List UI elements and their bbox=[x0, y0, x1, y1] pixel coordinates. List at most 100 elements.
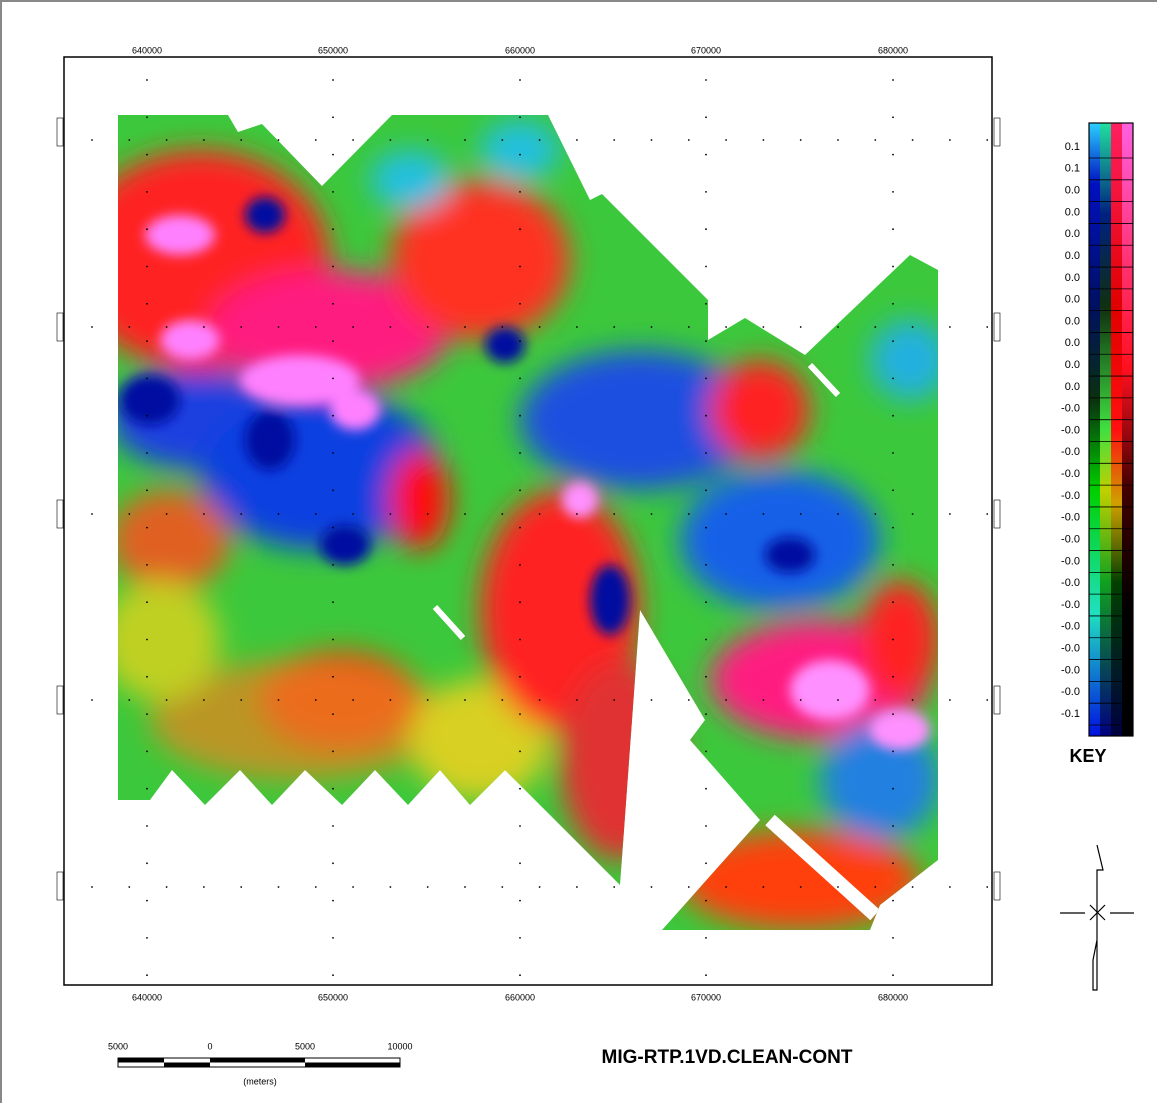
grid-dot bbox=[725, 139, 727, 141]
grid-dot bbox=[800, 139, 802, 141]
grid-dot bbox=[986, 326, 988, 328]
grid-dot bbox=[539, 513, 541, 515]
color-key: 0.10.10.00.00.00.00.00.00.00.00.00.0-0.0… bbox=[1061, 123, 1133, 736]
grid-dot bbox=[332, 452, 334, 454]
grid-dot bbox=[146, 937, 148, 939]
grid-dot bbox=[892, 378, 894, 380]
grid-dot bbox=[519, 639, 521, 641]
grid-dot bbox=[705, 116, 707, 118]
grid-dot bbox=[892, 713, 894, 715]
grid-dot bbox=[800, 886, 802, 888]
grid-dot bbox=[146, 303, 148, 305]
grid-dot bbox=[332, 825, 334, 827]
grid-dot bbox=[203, 513, 205, 515]
grid-dot bbox=[837, 886, 839, 888]
grid-dot bbox=[332, 303, 334, 305]
grid-dot bbox=[390, 886, 392, 888]
grid-dot bbox=[576, 886, 578, 888]
grid-dot bbox=[427, 513, 429, 515]
grid-dot bbox=[613, 513, 615, 515]
grid-dot bbox=[332, 713, 334, 715]
grid-dot bbox=[166, 326, 168, 328]
grid-dot bbox=[146, 974, 148, 976]
grid-dot bbox=[91, 699, 93, 701]
grid-dot bbox=[332, 601, 334, 603]
grid-dot bbox=[874, 699, 876, 701]
key-label: 0.0 bbox=[1065, 206, 1080, 218]
grid-dot bbox=[332, 527, 334, 529]
grid-dot bbox=[892, 452, 894, 454]
grid-dot bbox=[390, 513, 392, 515]
key-label: 0.0 bbox=[1065, 337, 1080, 349]
grid-dot bbox=[705, 751, 707, 753]
grid-dot bbox=[332, 676, 334, 678]
grid-dot bbox=[892, 116, 894, 118]
grid-dot bbox=[501, 699, 503, 701]
scale-label: 0 bbox=[207, 1041, 212, 1051]
key-label: -0.0 bbox=[1061, 468, 1080, 480]
grid-dot bbox=[800, 699, 802, 701]
grid-dot bbox=[278, 139, 280, 141]
grid-dot bbox=[332, 228, 334, 230]
grid-dot bbox=[705, 154, 707, 156]
x-label-top: 670000 bbox=[691, 45, 721, 55]
grid-dot bbox=[892, 527, 894, 529]
key-label: -0.0 bbox=[1061, 577, 1080, 589]
key-label: 0.0 bbox=[1065, 294, 1080, 306]
key-label: -0.0 bbox=[1061, 403, 1080, 415]
grid-dot bbox=[166, 139, 168, 141]
page: {"map": { "title": "MIG-RTP.1VD.CLEAN-CO… bbox=[0, 0, 1157, 1103]
grid-dot bbox=[519, 154, 521, 156]
grid-dot bbox=[725, 326, 727, 328]
x-label-bottom: 680000 bbox=[878, 992, 908, 1002]
grid-dot bbox=[725, 886, 727, 888]
key-label: 0.1 bbox=[1065, 141, 1080, 153]
grid-dot bbox=[146, 676, 148, 678]
grid-dot bbox=[146, 266, 148, 268]
grid-dot bbox=[332, 340, 334, 342]
grid-dot bbox=[146, 862, 148, 864]
grid-dot bbox=[986, 513, 988, 515]
grid-dot bbox=[892, 154, 894, 156]
grid-dot bbox=[464, 886, 466, 888]
grid-dot bbox=[705, 900, 707, 902]
grid-dot bbox=[146, 825, 148, 827]
grid-dot bbox=[519, 751, 521, 753]
grid-dot bbox=[892, 751, 894, 753]
grid-dot bbox=[705, 825, 707, 827]
grid-dot bbox=[837, 326, 839, 328]
grid-dot bbox=[613, 699, 615, 701]
grid-dot bbox=[332, 489, 334, 491]
grid-dot bbox=[705, 303, 707, 305]
grid-dot bbox=[705, 601, 707, 603]
x-label-bottom: 640000 bbox=[132, 992, 162, 1002]
grid-dot bbox=[146, 788, 148, 790]
key-label: 0.0 bbox=[1065, 250, 1080, 262]
key-label: -0.0 bbox=[1061, 533, 1080, 545]
grid-dot bbox=[519, 266, 521, 268]
grid-dot bbox=[146, 713, 148, 715]
grid-dot bbox=[128, 139, 130, 141]
grid-dot bbox=[705, 937, 707, 939]
grid-dot bbox=[519, 788, 521, 790]
grid-dot bbox=[688, 699, 690, 701]
grid-dot bbox=[519, 489, 521, 491]
grid-dot bbox=[128, 886, 130, 888]
grid-dot bbox=[427, 326, 429, 328]
grid-dot bbox=[892, 564, 894, 566]
grid-dot bbox=[986, 699, 988, 701]
grid-dot bbox=[949, 326, 951, 328]
grid-dot bbox=[352, 139, 354, 141]
grid-dot bbox=[705, 340, 707, 342]
grid-dot bbox=[705, 79, 707, 81]
grid-dot bbox=[705, 266, 707, 268]
grid-dot bbox=[688, 326, 690, 328]
grid-dot bbox=[315, 699, 317, 701]
grid-dot bbox=[501, 139, 503, 141]
grid-dot bbox=[705, 713, 707, 715]
grid-dot bbox=[91, 886, 93, 888]
x-label-top: 640000 bbox=[132, 45, 162, 55]
grid-dot bbox=[705, 415, 707, 417]
grid-dot bbox=[837, 699, 839, 701]
grid-dot bbox=[501, 886, 503, 888]
